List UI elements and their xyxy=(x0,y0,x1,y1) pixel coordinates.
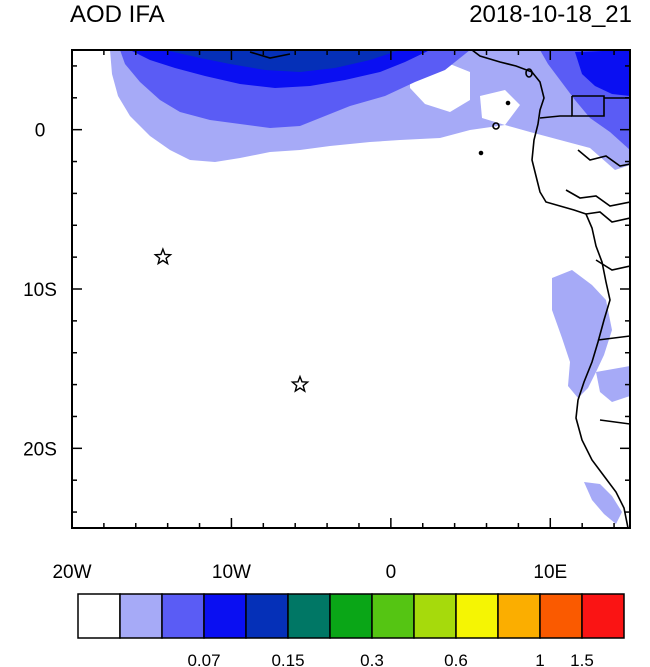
colorbar-swatch xyxy=(455,593,499,639)
marker-layer xyxy=(153,247,310,393)
aod-patch-coast-south xyxy=(596,366,630,402)
map-title: AOD IFA xyxy=(70,1,165,28)
colorbar-label: 1 xyxy=(535,651,544,667)
border-line xyxy=(539,115,572,119)
colorbar-swatch xyxy=(161,593,205,639)
colorbar-swatch xyxy=(413,593,457,639)
aod-gap xyxy=(480,90,520,125)
border-line xyxy=(249,51,291,59)
border-line xyxy=(585,211,630,223)
island xyxy=(505,100,511,106)
aod-core-dark xyxy=(165,50,400,72)
island xyxy=(492,122,500,130)
star-marker xyxy=(153,247,173,266)
axis-ticks: 20W 10W 0 10E 0 10S 20S xyxy=(23,50,630,583)
border-line xyxy=(565,189,630,207)
colorbar-swatch xyxy=(329,593,373,639)
colorbar-swatch xyxy=(581,593,625,639)
colorbar-swatch xyxy=(287,593,331,639)
lon-tick-label: 10W xyxy=(212,562,251,583)
lat-tick-label: 0 xyxy=(35,121,46,142)
aod-core-east xyxy=(575,50,630,96)
colorbar-swatch xyxy=(497,593,541,639)
colorbar-label: 1.5 xyxy=(570,651,594,667)
border-line xyxy=(599,419,630,425)
lat-tick-label: 20S xyxy=(23,439,57,460)
colorbar-label: 0.3 xyxy=(360,651,384,667)
lon-tick-label: 10E xyxy=(533,562,567,583)
star-marker xyxy=(290,374,310,393)
colorbar-swatch xyxy=(77,593,121,639)
border-line xyxy=(597,335,630,341)
lat-tick-label: 10S xyxy=(23,280,57,301)
lon-tick-label: 20W xyxy=(52,562,91,583)
island xyxy=(525,68,533,78)
colorbar-swatch xyxy=(539,593,583,639)
map-timestamp: 2018-10-18_21 xyxy=(469,1,632,28)
border-line xyxy=(577,149,630,167)
africa-coastline xyxy=(471,50,629,528)
colorbar-label: 0.07 xyxy=(187,651,220,667)
aod-field xyxy=(110,50,630,524)
aod-patch-coast xyxy=(552,270,612,398)
colorbar: 0.07 0.15 0.3 0.6 1 1.5 xyxy=(77,593,625,667)
colorbar-swatch xyxy=(119,593,163,639)
lon-tick-label: 0 xyxy=(386,562,397,583)
border-line xyxy=(595,259,630,271)
coastline-borders xyxy=(249,50,630,528)
colorbar-label: 0.15 xyxy=(271,651,304,667)
aod-patch-far-south xyxy=(584,482,622,524)
island xyxy=(478,150,484,156)
colorbar-label: 0.6 xyxy=(444,651,468,667)
colorbar-swatch xyxy=(203,593,247,639)
colorbar-swatch xyxy=(371,593,415,639)
colorbar-swatch xyxy=(245,593,289,639)
border-line xyxy=(571,95,605,117)
